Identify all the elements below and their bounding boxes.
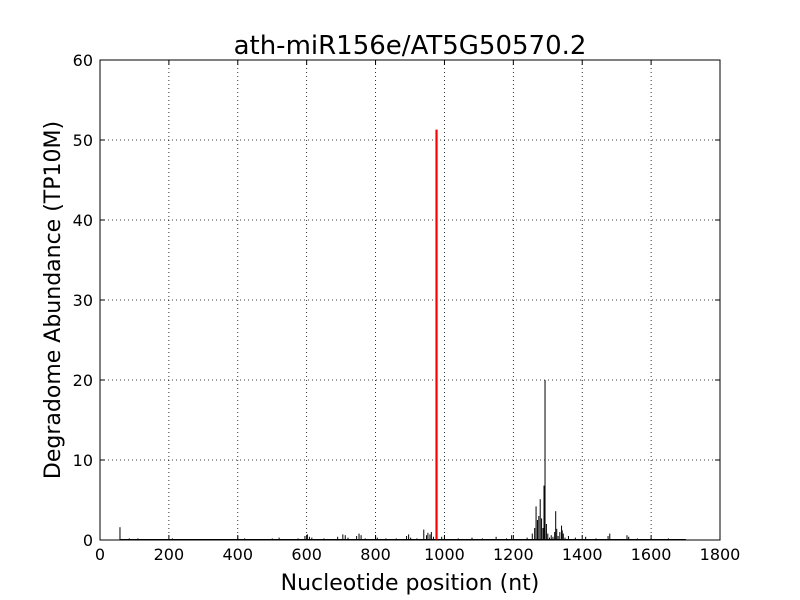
y-axis-label: Degradome Abundance (TP10M) (41, 121, 66, 479)
y-tick-labels: 0 10 20 30 40 50 60 (73, 51, 93, 550)
y-tick-label: 30 (73, 291, 93, 310)
x-axis-label: Nucleotide position (nt) (281, 571, 540, 596)
x-tick-label: 200 (154, 545, 185, 564)
x-tick-label: 0 (95, 545, 105, 564)
y-tick-label: 40 (73, 211, 93, 230)
chart-title: ath-miR156e/AT5G50570.2 (234, 31, 587, 61)
x-tick-label: 1400 (562, 545, 603, 564)
y-tick-label: 10 (73, 451, 93, 470)
plot-frame (99, 59, 721, 541)
x-tick-label: 800 (360, 545, 391, 564)
x-tick-label: 1000 (424, 545, 465, 564)
x-tick-label: 1200 (493, 545, 534, 564)
y-tick-label: 60 (73, 51, 93, 70)
x-tick-label: 600 (291, 545, 322, 564)
y-tick-label: 0 (83, 531, 93, 550)
x-tick-label: 1800 (700, 545, 741, 564)
y-tick-label: 20 (73, 371, 93, 390)
x-tick-label: 1600 (631, 545, 672, 564)
y-tick-label: 50 (73, 131, 93, 150)
grid-lines (100, 60, 720, 540)
x-tick-label: 400 (223, 545, 254, 564)
x-tick-labels: 0 200 400 600 800 1000 1200 1400 1600 1800 (95, 545, 740, 564)
